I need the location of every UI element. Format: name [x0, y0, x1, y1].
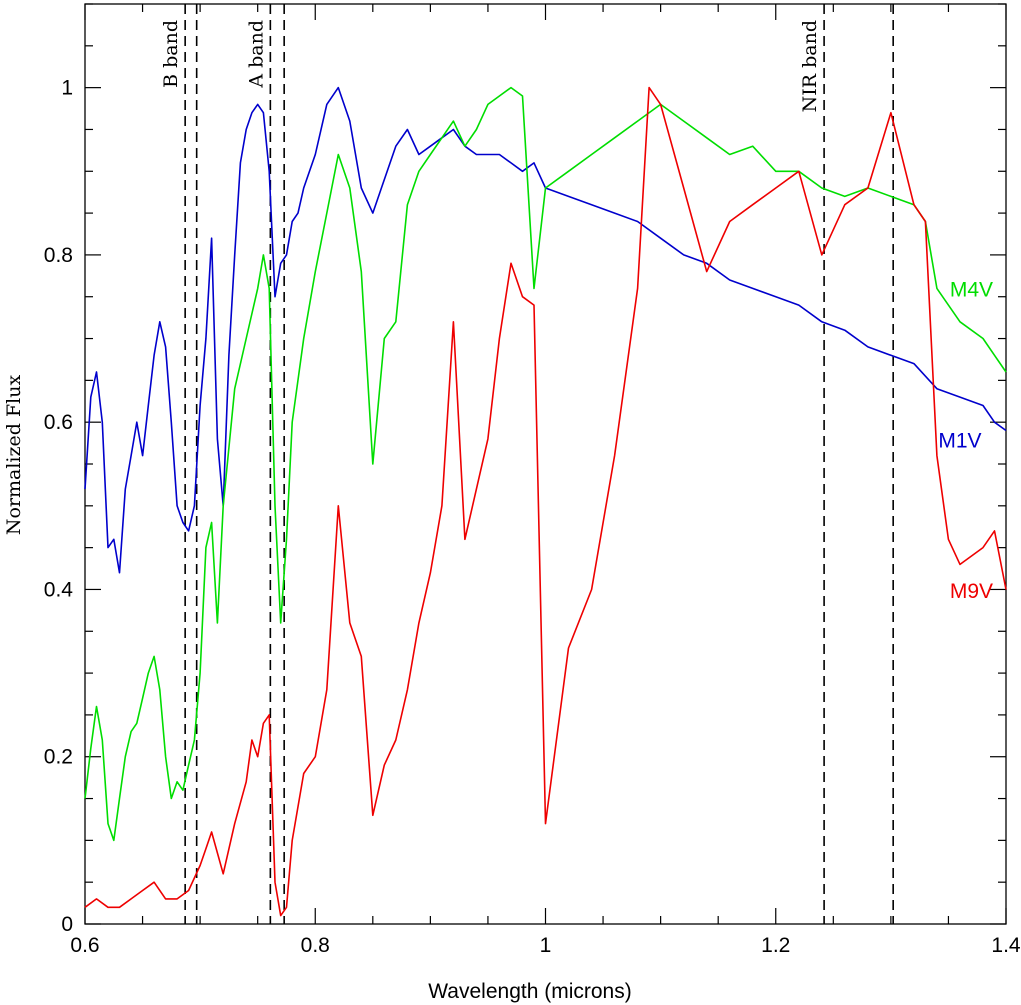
series-label-m1v: M1V	[938, 429, 981, 452]
labels-layer: M1V M4V M9V	[938, 279, 993, 603]
plot-frame	[84, 3, 1007, 925]
y-tick-label: 0.4	[44, 578, 74, 601]
band-label: B band	[160, 20, 182, 88]
x-tick-label: 0.6	[70, 934, 99, 957]
x-tick-label: 1.2	[761, 934, 790, 957]
series-layer	[84, 86, 1007, 917]
y-tick-label: 0.6	[44, 411, 73, 434]
x-tick-label: 1.4	[991, 934, 1021, 957]
band-label: A band	[245, 20, 267, 89]
x-tick-label: 0.8	[301, 934, 330, 957]
y-tick-label: 0.8	[44, 244, 73, 267]
y-axis-label: Normalized Flux	[3, 375, 25, 536]
series-line-m9v	[84, 86, 1007, 917]
band-label: NIR band	[799, 20, 821, 112]
series-line-m4v	[84, 86, 1007, 842]
axes-frame-layer: 0.6 0.8 1 1.2 1.4 0 0.2 0.4 0.6 0.8 1	[44, 3, 1021, 957]
y-tick-label: 0.2	[44, 746, 73, 769]
y-tick-label: 1	[61, 77, 73, 100]
series-label-m4v: M4V	[950, 279, 993, 302]
y-tick-label: 0	[61, 913, 73, 936]
series-line-m1v	[84, 86, 1007, 574]
x-tick-label: 1	[540, 934, 552, 957]
band-lines-layer: B band A band NIR band	[160, 4, 894, 924]
series-label-m9v: M9V	[950, 580, 993, 603]
x-axis-label: Wavelength (microns)	[428, 980, 631, 1003]
